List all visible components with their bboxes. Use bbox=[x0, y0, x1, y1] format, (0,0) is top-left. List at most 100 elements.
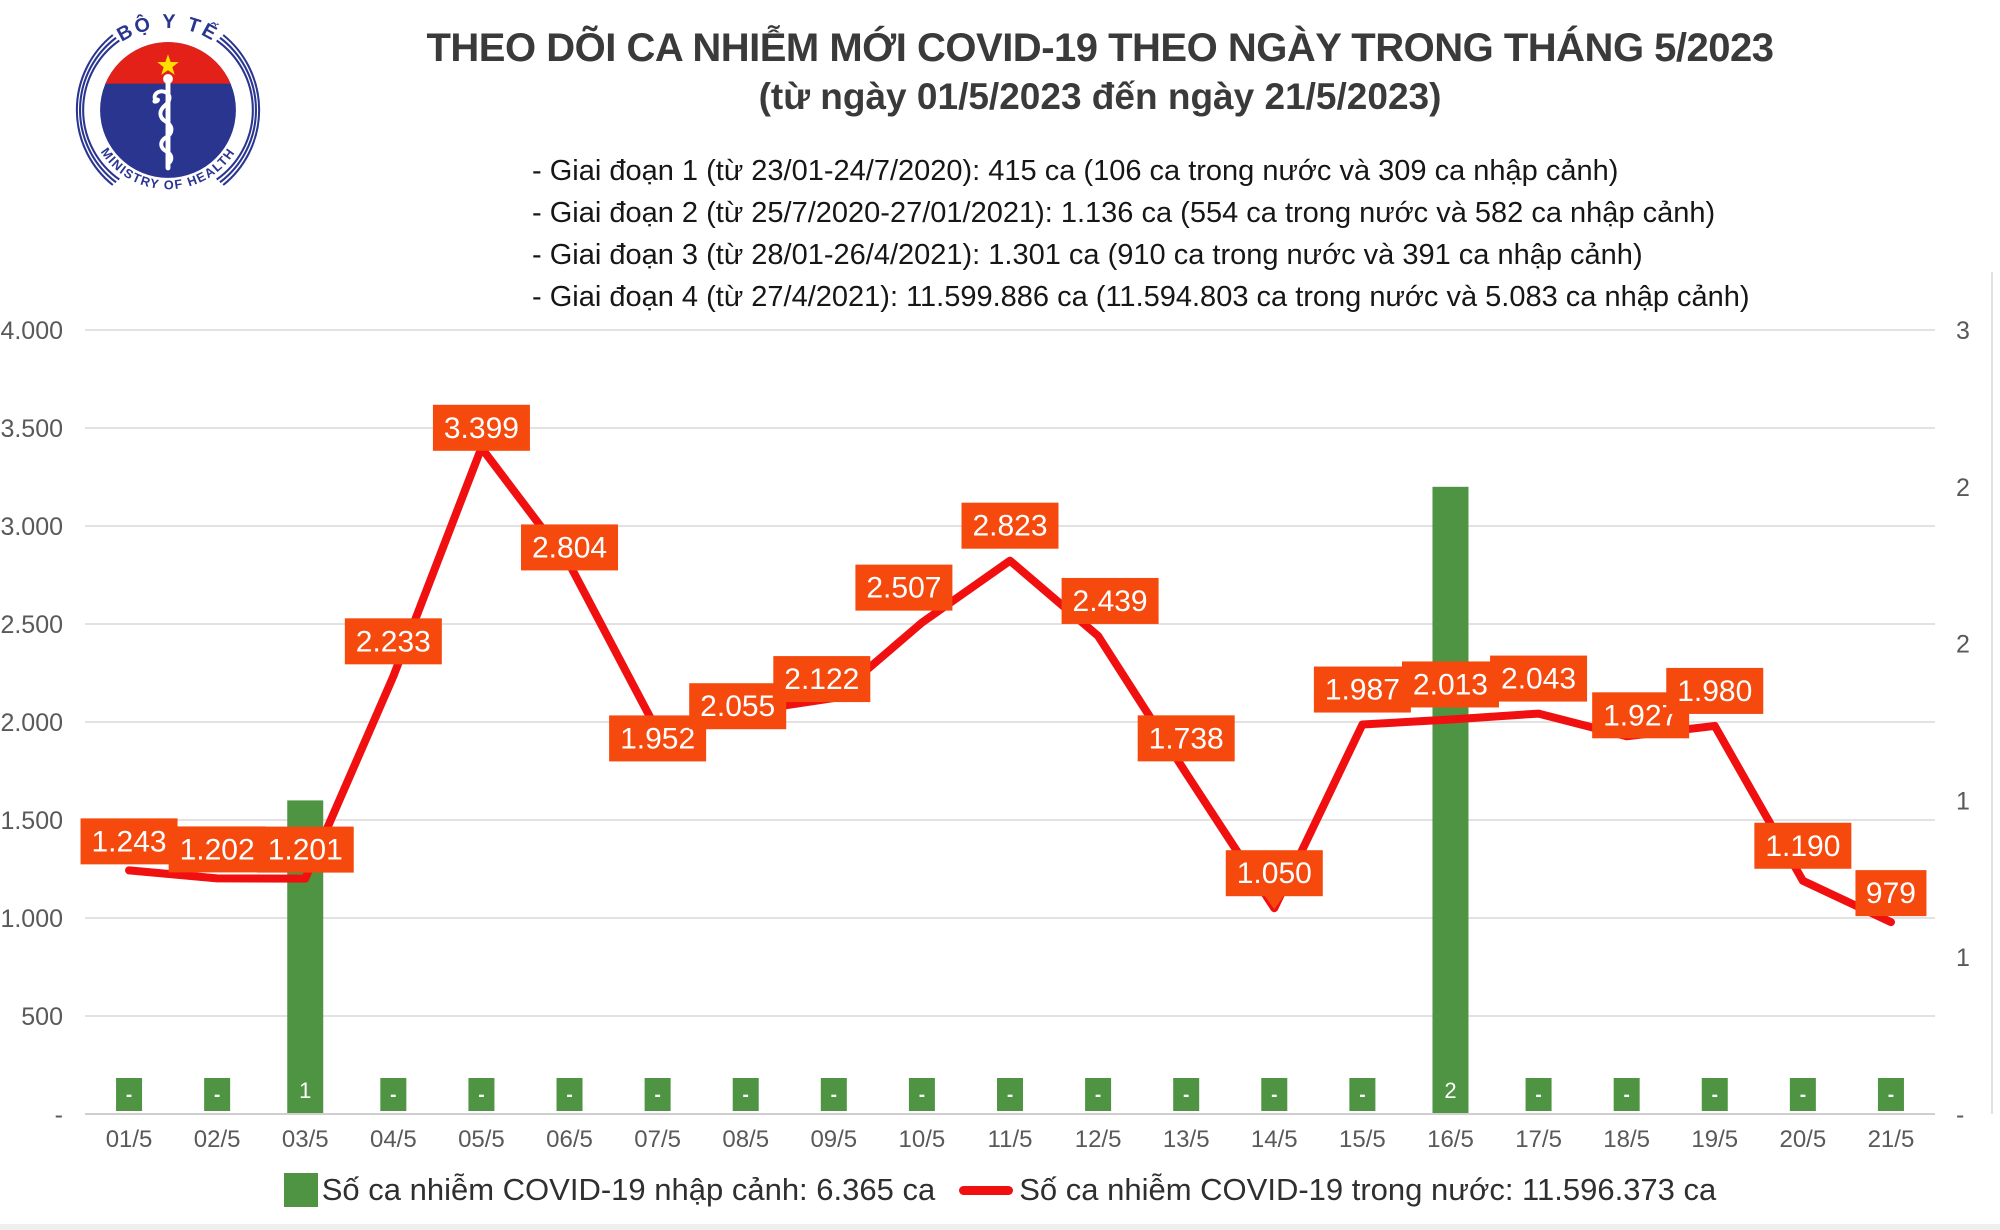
zero-bar-label: - bbox=[390, 1085, 396, 1106]
logo-side-arcs bbox=[75, 34, 261, 186]
data-label-text: 1.050 bbox=[1237, 857, 1312, 890]
zero-bar-label: - bbox=[1800, 1085, 1806, 1106]
y-axis-left-label: 3.500 bbox=[0, 415, 63, 443]
x-axis-label: 21/5 bbox=[1868, 1126, 1915, 1153]
zero-bar bbox=[1877, 1078, 1904, 1111]
phase-line-3: - Giai đoạn 3 (từ 28/01-26/4/2021): 1.30… bbox=[532, 239, 1643, 271]
data-label-box bbox=[1313, 666, 1411, 713]
y-axis-left-label: 2.500 bbox=[0, 611, 63, 639]
data-label-text: 1.980 bbox=[1677, 675, 1752, 708]
data-label-box bbox=[256, 826, 354, 873]
x-axis-label: 13/5 bbox=[1163, 1126, 1210, 1153]
bar-value-label: 1 bbox=[299, 1078, 311, 1103]
legend-item-domestic: Số ca nhiễm COVID-19 trong nước: 11.596.… bbox=[945, 1172, 1716, 1208]
x-axis-label: 07/5 bbox=[634, 1126, 681, 1153]
data-label-text: 1.927 bbox=[1603, 699, 1678, 732]
data-label-text: 2.439 bbox=[1073, 585, 1148, 618]
phase-line-4: - Giai đoạn 4 (từ 27/4/2021): 11.599.886… bbox=[532, 281, 1750, 313]
phase-line-2: - Giai đoạn 2 (từ 25/7/2020-27/01/2021):… bbox=[532, 197, 1716, 229]
data-label-box bbox=[1401, 661, 1499, 708]
zero-bar bbox=[1349, 1078, 1376, 1111]
data-label-text: 2.233 bbox=[356, 625, 431, 658]
legend-line-swatch-icon bbox=[959, 1185, 1014, 1195]
data-label-text: 2.804 bbox=[532, 531, 607, 564]
x-axis-label: 14/5 bbox=[1251, 1126, 1298, 1153]
x-axis-label: 18/5 bbox=[1603, 1126, 1650, 1153]
data-label-text: 2.043 bbox=[1501, 663, 1576, 696]
bar-series: - - 1 - - - - - - - - - - - - 2 - - - - - bbox=[116, 486, 1904, 1113]
data-label-box bbox=[432, 404, 530, 451]
zero-bar bbox=[556, 1078, 583, 1111]
bottom-edge bbox=[0, 1224, 2000, 1230]
zero-bar bbox=[1525, 1078, 1552, 1111]
page-title: THEO DÕI CA NHIỄM MỚI COVID-19 THEO NGÀY… bbox=[426, 26, 1774, 70]
data-label-box bbox=[521, 524, 619, 571]
x-axis-label: 08/5 bbox=[722, 1126, 769, 1153]
zero-bar-label: - bbox=[126, 1085, 132, 1106]
data-labels: 1.243 1.202 1.201 2.233 3.399 2.804 1.9522.055… bbox=[80, 404, 1927, 917]
data-label-box bbox=[773, 656, 871, 703]
phase-summary: - Giai đoạn 1 (từ 23/01-24/7/2020): 415 … bbox=[532, 150, 1750, 318]
data-label-box bbox=[1754, 822, 1852, 869]
y-axis-right-label: 1 bbox=[1956, 944, 1970, 972]
zero-bar bbox=[1173, 1078, 1200, 1111]
data-label-text: 2.507 bbox=[866, 572, 941, 605]
x-axis-label: 17/5 bbox=[1515, 1126, 1562, 1153]
data-label-text: 2.823 bbox=[972, 510, 1047, 543]
data-label-box bbox=[1061, 577, 1159, 624]
phase-line-1: - Giai đoạn 1 (từ 23/01-24/7/2020): 415 … bbox=[532, 155, 1619, 187]
data-label-text: 1.201 bbox=[268, 834, 343, 867]
data-label-box bbox=[1666, 667, 1764, 714]
x-axis-label: 04/5 bbox=[370, 1126, 417, 1153]
y-axis-left-label: 1.500 bbox=[0, 807, 63, 835]
data-label-box bbox=[80, 818, 178, 865]
data-label-box bbox=[1490, 655, 1588, 702]
data-label-text: 2.013 bbox=[1413, 668, 1488, 701]
zero-bar bbox=[204, 1078, 231, 1111]
y-axis-left-label: 3.000 bbox=[0, 513, 63, 541]
x-axis-label: 19/5 bbox=[1691, 1126, 1738, 1153]
zero-bar bbox=[1701, 1078, 1728, 1111]
data-label-box bbox=[344, 618, 442, 665]
zero-bar-label: - bbox=[654, 1085, 660, 1106]
y-axis-right: - 1 1 2 2 3 bbox=[1956, 317, 1970, 1129]
data-label-text: 2.122 bbox=[784, 663, 859, 696]
zero-bar-label: - bbox=[919, 1085, 925, 1106]
zero-bar-label: - bbox=[1183, 1085, 1189, 1106]
y-axis-left-label: 2.000 bbox=[0, 709, 63, 737]
data-label-box bbox=[1225, 850, 1323, 897]
data-label-text: 979 bbox=[1866, 877, 1916, 910]
zero-bar bbox=[116, 1078, 143, 1111]
x-axis-label: 01/5 bbox=[106, 1126, 153, 1153]
data-label-box bbox=[1137, 715, 1235, 762]
bar-value-label: 2 bbox=[1444, 1078, 1456, 1103]
zero-bar-label: - bbox=[1271, 1085, 1277, 1106]
y-axis-right-label: - bbox=[1956, 1101, 1964, 1129]
zero-bar-label: - bbox=[1888, 1085, 1894, 1106]
data-label-text: 2.055 bbox=[700, 690, 775, 723]
zero-bar bbox=[1613, 1078, 1640, 1111]
legend-label-domestic: Số ca nhiễm COVID-19 trong nước: 11.596.… bbox=[1019, 1172, 1717, 1207]
zero-bar bbox=[732, 1078, 759, 1111]
y-axis-left-label: 4.000 bbox=[0, 317, 63, 345]
zero-bar bbox=[1789, 1078, 1816, 1111]
zero-bar-label: - bbox=[743, 1085, 749, 1106]
data-label-text: 1.738 bbox=[1149, 722, 1224, 755]
zero-bar-label: - bbox=[1359, 1085, 1365, 1106]
zero-bar bbox=[644, 1078, 671, 1111]
zero-bar-label: - bbox=[1535, 1085, 1541, 1106]
x-axis-label: 10/5 bbox=[899, 1126, 946, 1153]
x-axis-label: 05/5 bbox=[458, 1126, 505, 1153]
y-axis-left-label: 1.000 bbox=[0, 905, 63, 933]
zero-bar-label: - bbox=[1007, 1085, 1013, 1106]
x-axis-label: 12/5 bbox=[1075, 1126, 1122, 1153]
y-axis-left-label: - bbox=[55, 1101, 63, 1129]
data-label-box bbox=[168, 826, 266, 873]
zero-bar-label: - bbox=[478, 1085, 484, 1106]
x-axis-labels: 01/5 02/5 03/5 04/5 05/5 06/5 07/5 08/5 09/5 10/5… bbox=[106, 1126, 1915, 1153]
zero-bar bbox=[380, 1078, 407, 1111]
zero-bar bbox=[908, 1078, 935, 1111]
data-label-text: 3.399 bbox=[444, 412, 519, 445]
y-axis-left-label: 500 bbox=[21, 1003, 63, 1031]
